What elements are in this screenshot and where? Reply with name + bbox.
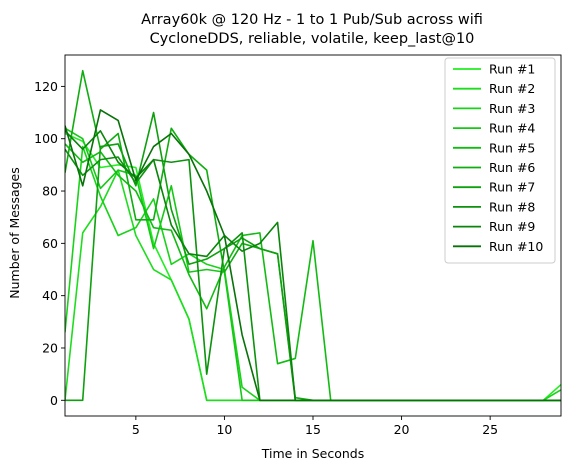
x-tick-label: 20 [394,422,410,437]
x-axis-label: Time in Seconds [261,446,364,461]
plot-area [65,69,561,402]
y-tick-label: 120 [34,79,58,94]
axes: 5 10 15 20 25 0 20 40 60 80 100 120 [34,54,562,437]
y-axis-label: Number of Messages [7,167,22,299]
y-tick-label: 20 [42,340,58,355]
y-tick-label: 80 [42,184,58,199]
x-tick-label: 10 [216,422,232,437]
legend-label: Run #1 [489,62,535,77]
legend-label: Run #9 [489,219,535,234]
y-tick-label: 100 [34,131,58,146]
legend-label: Run #4 [489,121,535,136]
legend-label: Run #7 [489,180,535,195]
y-tick-label: 0 [50,393,58,408]
series-lines [65,69,561,402]
chart-subtitle: CycloneDDS, reliable, volatile, keep_las… [150,31,475,47]
x-tick-label: 25 [482,422,498,437]
chart-title: Array60k @ 120 Hz - 1 to 1 Pub/Sub acros… [141,12,483,28]
series-line-10 [65,109,561,402]
x-tick-label: 15 [305,422,321,437]
legend-label: Run #6 [489,160,535,175]
legend-label: Run #2 [489,81,535,96]
legend-label: Run #3 [489,101,535,116]
y-tick-label: 60 [42,236,58,251]
legend-label: Run #10 [489,239,543,254]
x-tick-label: 5 [132,422,140,437]
y-tick-label: 40 [42,288,58,303]
legend-label: Run #8 [489,199,535,214]
legend-label: Run #5 [489,140,535,155]
legend: Run #1 Run #2 Run #3 Run #4 Run #5 Run #6 Run … [444,57,556,264]
